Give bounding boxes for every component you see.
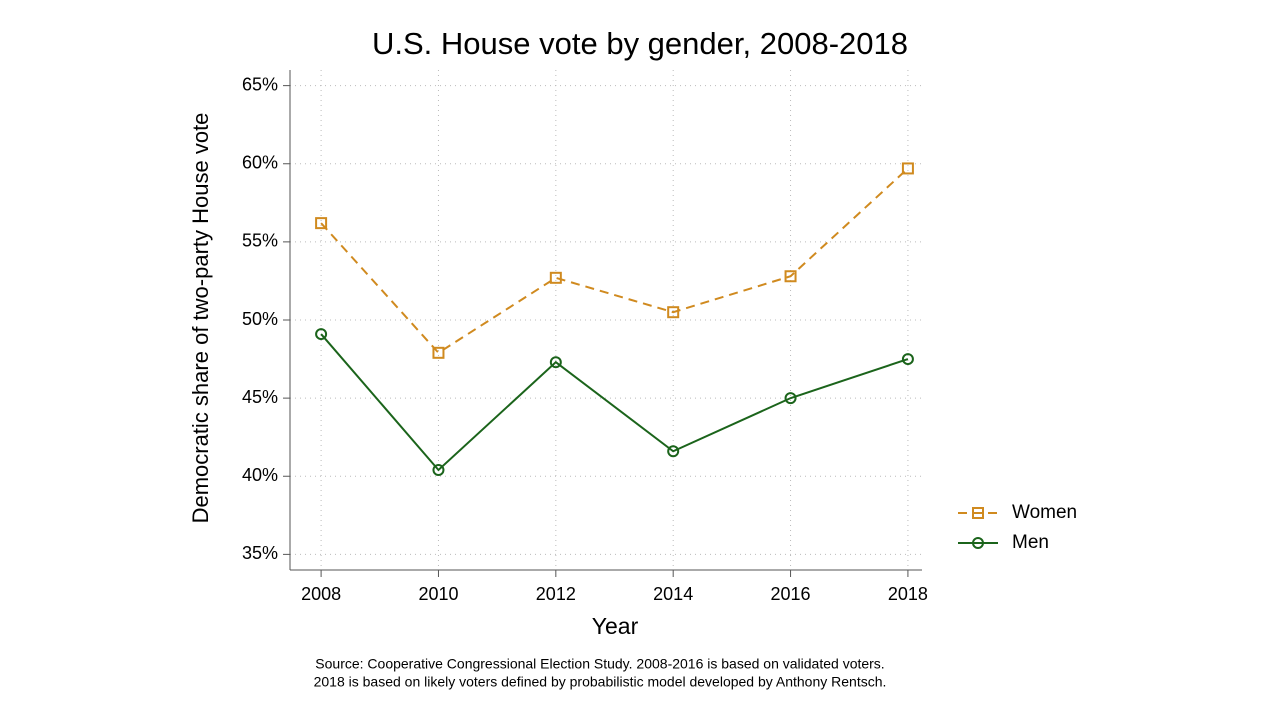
marker: [784, 270, 797, 283]
y-tick-label: 40%: [242, 465, 278, 485]
y-tick-label: 45%: [242, 387, 278, 407]
x-tick-label: 2010: [418, 584, 458, 604]
legend-label: Men: [1012, 532, 1049, 553]
marker: [901, 353, 914, 366]
chart-title: U.S. House vote by gender, 2008-2018: [372, 26, 908, 61]
marker: [667, 445, 680, 458]
x-tick-label: 2008: [301, 584, 341, 604]
marker: [432, 464, 445, 476]
y-tick-label: 60%: [242, 153, 278, 173]
marker: [315, 217, 328, 230]
marker: [315, 328, 328, 341]
marker: [549, 271, 562, 284]
marker: [667, 306, 680, 319]
series-line: [320, 333, 909, 472]
y-tick-label: 50%: [242, 309, 278, 329]
note: Source: Cooperative Congressional Electi…: [315, 656, 884, 672]
legend-label: Women: [1012, 502, 1077, 523]
y-tick-label: 35%: [242, 543, 278, 563]
x-tick-label: 2012: [536, 584, 576, 604]
y-axis-label: Democratic share of two-party House vote: [188, 113, 213, 524]
legend-marker: [972, 537, 984, 549]
marker: [432, 346, 445, 359]
note: 2018 is based on likely voters defined b…: [314, 674, 887, 690]
marker: [901, 162, 914, 175]
x-tick-label: 2014: [653, 584, 693, 604]
series-line: [320, 167, 909, 355]
y-tick-label: 55%: [242, 231, 278, 251]
y-tick-label: 65%: [242, 74, 278, 94]
marker: [784, 392, 797, 405]
x-axis-label: Year: [592, 613, 639, 639]
x-tick-label: 2018: [888, 584, 928, 604]
legend-marker: [972, 507, 984, 519]
x-tick-label: 2016: [771, 584, 811, 604]
marker: [549, 356, 562, 369]
